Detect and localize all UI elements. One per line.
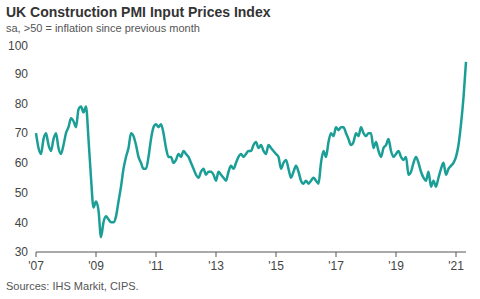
svg-text:30: 30 bbox=[15, 245, 29, 259]
svg-text:90: 90 bbox=[15, 67, 29, 81]
svg-text:'15: '15 bbox=[268, 259, 284, 273]
svg-text:80: 80 bbox=[15, 97, 29, 111]
svg-text:60: 60 bbox=[15, 156, 29, 170]
svg-text:'13: '13 bbox=[208, 259, 224, 273]
svg-text:100: 100 bbox=[8, 39, 28, 53]
html-text:Sources: IHS Markit, CIPS.: Sources: IHS Markit, CIPS. bbox=[6, 280, 139, 292]
svg-text:'17: '17 bbox=[328, 259, 344, 273]
svg-text:'07: '07 bbox=[28, 259, 44, 273]
svg-text:'19: '19 bbox=[388, 259, 404, 273]
svg-text:50: 50 bbox=[15, 186, 29, 200]
html-text:UK Construction PMI Input Pric: UK Construction PMI Input Prices Index bbox=[6, 4, 271, 20]
svg-text:40: 40 bbox=[15, 216, 29, 230]
svg-text:'21: '21 bbox=[448, 259, 464, 273]
svg-text:'09: '09 bbox=[88, 259, 104, 273]
svg-text:'11: '11 bbox=[149, 259, 164, 273]
svg-text:70: 70 bbox=[15, 126, 29, 140]
html-text:sa, >50 = inflation since prev: sa, >50 = inflation since previous month bbox=[6, 22, 200, 34]
